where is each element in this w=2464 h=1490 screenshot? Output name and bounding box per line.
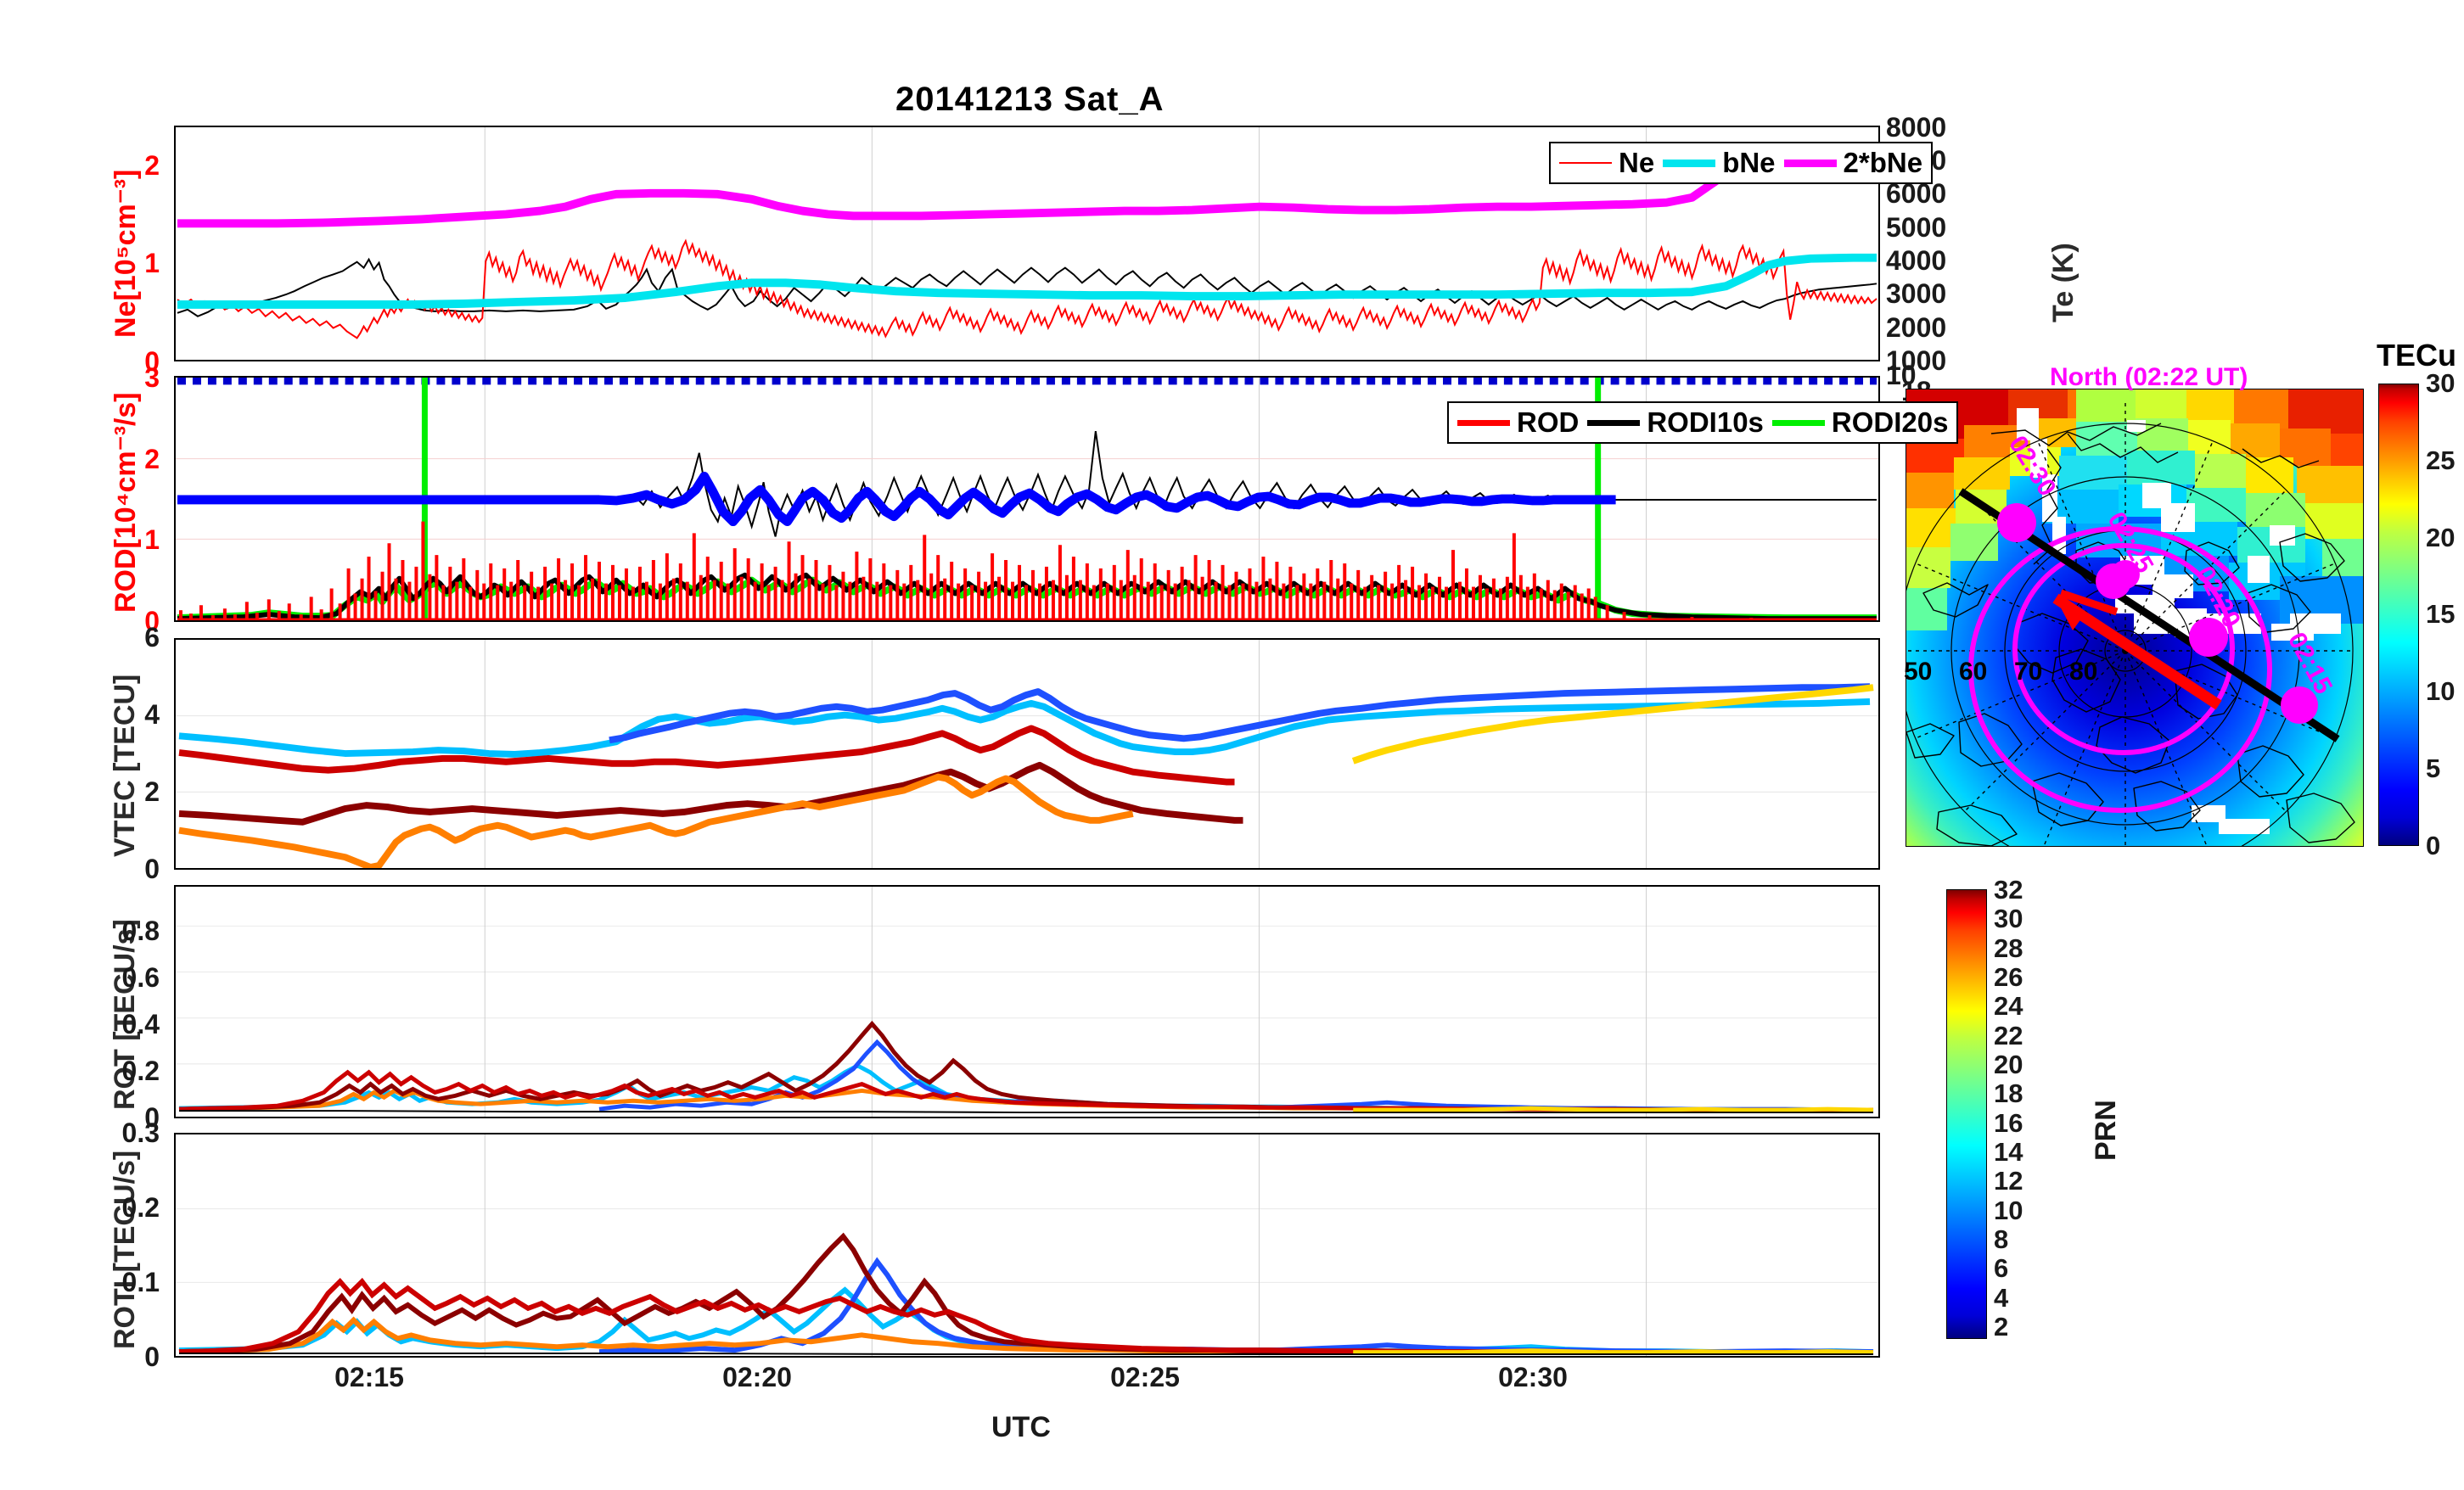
legend-line-rod xyxy=(1457,419,1510,426)
panel-vtec xyxy=(174,638,1880,870)
ytick-rod-right-10: 10 xyxy=(1886,360,1917,390)
ytick-rot-0: 0 xyxy=(144,1102,160,1133)
tecu-tick-15: 15 xyxy=(2426,599,2456,629)
xtick-0225: 02:25 xyxy=(1110,1362,1180,1392)
tecu-tick-10: 10 xyxy=(2426,676,2456,706)
tecu-tick-20: 20 xyxy=(2426,523,2456,552)
legend-item-ne: Ne xyxy=(1559,147,1654,179)
prn-tick-20: 20 xyxy=(1994,1050,2023,1079)
tecu-tick-0: 0 xyxy=(2426,831,2441,860)
ytick-rod-3: 3 xyxy=(144,362,160,393)
ytick-rod-0: 0 xyxy=(144,606,160,636)
ytick-te-5000: 5000 xyxy=(1886,212,1947,243)
legend-line-rodi20s xyxy=(1771,419,1825,426)
prn-tick-2: 2 xyxy=(1994,1312,2009,1342)
ylabel-rod: ROD[10⁴cm⁻³/s] xyxy=(109,392,142,613)
polar-tec-map xyxy=(1906,389,2364,847)
legend-label-rodi10s: RODI10s xyxy=(1647,406,1764,438)
ytick-rot-08: 0.8 xyxy=(121,916,160,946)
ytick-te-4000: 4000 xyxy=(1886,245,1947,276)
prn-colorbar-title: PRN xyxy=(2090,1100,2122,1161)
legend-line-2bne xyxy=(1783,159,1837,167)
prn-tick-16: 16 xyxy=(1994,1108,2023,1138)
prn-tick-24: 24 xyxy=(1994,991,2023,1021)
xtick-0230: 02:30 xyxy=(1498,1362,1568,1392)
prn-tick-26: 26 xyxy=(1994,962,2023,992)
ytick-te-1000: 1000 xyxy=(1886,345,1947,376)
ytick-vtec-4: 4 xyxy=(144,699,160,730)
legend-label-ne: Ne xyxy=(1619,147,1655,178)
ytick-roti-03: 0.3 xyxy=(121,1118,160,1148)
panel-rot xyxy=(174,885,1880,1118)
legend-line-rodi10s xyxy=(1587,419,1641,426)
legend-line-bne xyxy=(1663,159,1716,167)
prn-tick-12: 12 xyxy=(1994,1166,2023,1196)
panel-roti xyxy=(174,1133,1880,1358)
prn-tick-32: 32 xyxy=(1994,875,2023,905)
map-lat-label-70: 70 xyxy=(2014,658,2043,686)
prn-tick-8: 8 xyxy=(1994,1224,2009,1254)
ytick-roti-02: 0.2 xyxy=(121,1192,160,1223)
map-lat-label-80: 80 xyxy=(2069,658,2098,686)
tecu-tick-5: 5 xyxy=(2426,753,2441,783)
ytick-rod-1: 1 xyxy=(144,524,160,555)
prn-tick-28: 28 xyxy=(1994,933,2023,963)
ytick-ne-0: 0 xyxy=(144,346,160,377)
legend-item-bne: bNe xyxy=(1663,147,1776,179)
prn-tick-6: 6 xyxy=(1994,1253,2009,1283)
xaxis-label: UTC xyxy=(991,1411,1051,1443)
legend-item-rodi20s: RODI20s xyxy=(1771,406,1949,439)
legend-label-2bne: 2*bNe xyxy=(1843,147,1923,178)
ytick-roti-0: 0 xyxy=(144,1342,160,1372)
ylabel-roti: ROTI [TECU/s] xyxy=(109,1150,141,1349)
legend-label-rod: ROD xyxy=(1517,406,1580,438)
ytick-te-3000: 3000 xyxy=(1886,278,1947,309)
ytick-rot-02: 0.2 xyxy=(121,1056,160,1086)
legend-panel-rod: ROD RODI10s RODI20s xyxy=(1447,401,1959,444)
prn-tick-22: 22 xyxy=(1994,1021,2023,1050)
legend-label-rodi20s: RODI20s xyxy=(1831,406,1949,438)
legend-item-rodi10s: RODI10s xyxy=(1587,406,1764,439)
tecu-colorbar-title: TECu xyxy=(2377,338,2456,372)
prn-tick-30: 30 xyxy=(1994,904,2023,933)
tecu-colorbar-ticks: 30 25 20 15 10 5 0 xyxy=(2426,368,2464,860)
prn-colorbar-ticks: 32 30 28 26 24 22 20 18 16 14 12 10 8 6 … xyxy=(1994,875,2062,1342)
prn-tick-4: 4 xyxy=(1994,1283,2009,1313)
ytick-te-2000: 2000 xyxy=(1886,312,1947,343)
xtick-0215: 02:15 xyxy=(334,1362,404,1392)
page-title: 20141213 Sat_A xyxy=(895,81,1165,118)
map-lat-label-50: 50 xyxy=(1904,658,1933,686)
prn-tick-10: 10 xyxy=(1994,1196,2023,1225)
legend-item-2bne: 2*bNe xyxy=(1783,147,1923,179)
prn-tick-14: 14 xyxy=(1994,1137,2023,1167)
ytick-te-8000: 8000 xyxy=(1886,112,1947,143)
ytick-ne-1: 1 xyxy=(144,248,160,278)
ytick-rot-06: 0.6 xyxy=(121,962,160,993)
ytick-roti-01: 0.1 xyxy=(121,1267,160,1297)
prn-tick-18: 18 xyxy=(1994,1078,2023,1108)
tecu-tick-30: 30 xyxy=(2426,368,2456,398)
ytick-rod-2: 2 xyxy=(144,444,160,474)
ytick-vtec-6: 6 xyxy=(144,622,160,653)
legend-item-rod: ROD xyxy=(1457,406,1579,439)
legend-panel-ne: Ne bNe 2*bNe xyxy=(1549,142,1934,184)
xtick-0220: 02:20 xyxy=(722,1362,792,1392)
tecu-colorbar xyxy=(2378,384,2419,846)
legend-label-bne: bNe xyxy=(1722,147,1776,178)
ytick-vtec-0: 0 xyxy=(144,854,160,884)
legend-line-ne xyxy=(1559,162,1612,164)
ytick-vtec-2: 2 xyxy=(144,776,160,807)
prn-colorbar xyxy=(1946,889,1987,1339)
ylabel-te: Te (K) xyxy=(2047,243,2080,322)
map-lat-label-60: 60 xyxy=(1959,658,1988,686)
ytick-rot-04: 0.4 xyxy=(121,1009,160,1039)
map-title: North (02:22 UT) xyxy=(2050,363,2248,391)
tecu-tick-25: 25 xyxy=(2426,445,2456,475)
ytick-ne-2: 2 xyxy=(144,150,160,181)
